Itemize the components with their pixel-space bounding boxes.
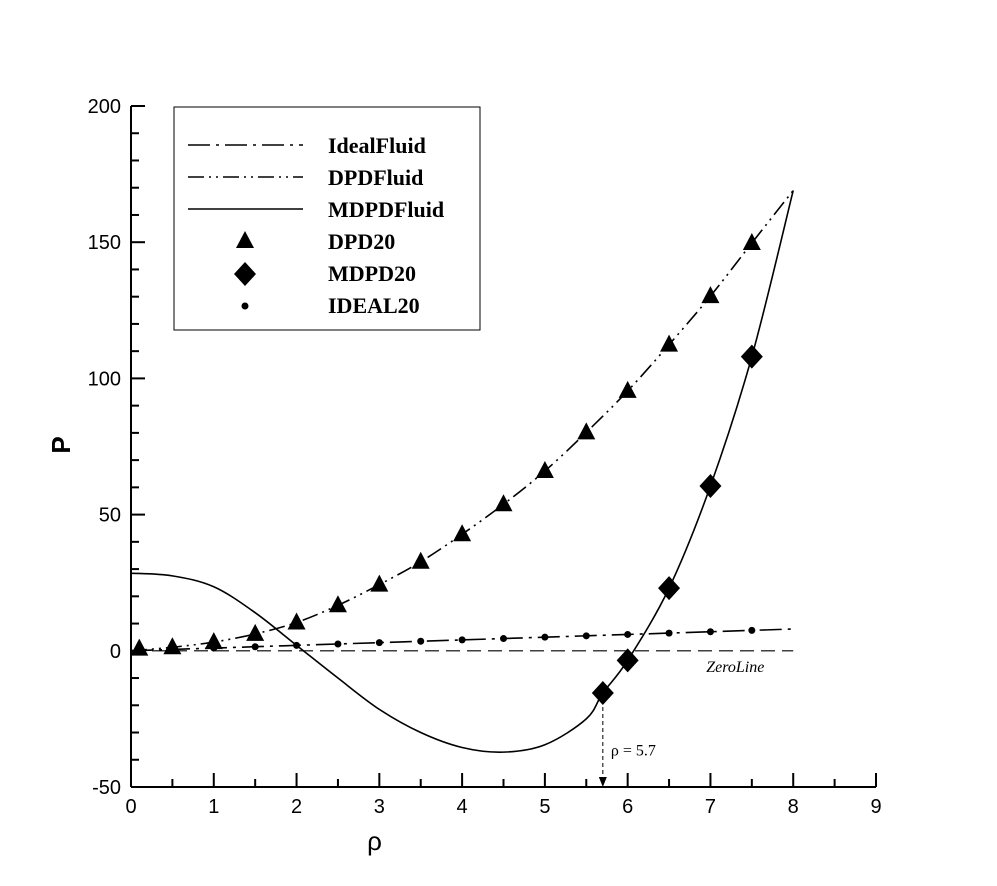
x-tick-label: 4 bbox=[457, 796, 468, 818]
marker-diamond-mdpd20 bbox=[658, 576, 681, 601]
rho-guide-arrow bbox=[598, 777, 607, 787]
x-axis-title: ρ bbox=[367, 826, 382, 856]
marker-triangle-dpd20 bbox=[411, 551, 430, 569]
marker-triangle-dpd20 bbox=[535, 461, 554, 479]
marker-diamond-mdpd20 bbox=[740, 344, 763, 369]
marker-dot-ideal20 bbox=[168, 645, 176, 653]
y-tick-label: 100 bbox=[88, 368, 121, 390]
marker-dot-ideal20 bbox=[748, 626, 756, 634]
marker-dot-ideal20 bbox=[293, 641, 301, 649]
x-tick-label: 1 bbox=[208, 796, 219, 818]
legend-label: IdealFluid bbox=[328, 133, 426, 158]
annotations: ZeroLine ρ = 5.7 bbox=[611, 659, 764, 760]
marker-dot-ideal20 bbox=[665, 629, 673, 637]
x-tick-label: 7 bbox=[705, 796, 716, 818]
marker-dot-ideal20 bbox=[541, 633, 549, 641]
marker-triangle-dpd20 bbox=[163, 637, 182, 655]
marker-dot-ideal20 bbox=[375, 639, 383, 647]
x-tick-label: 9 bbox=[870, 796, 881, 818]
legend-box bbox=[173, 106, 481, 331]
marker-dot-ideal20 bbox=[417, 637, 425, 645]
marker-triangle-dpd20 bbox=[204, 632, 223, 650]
x-tick-label: 0 bbox=[125, 796, 136, 818]
marker-triangle-dpd20 bbox=[287, 612, 306, 630]
marker-dot-ideal20 bbox=[135, 647, 143, 655]
marker-triangle-dpd20 bbox=[701, 286, 720, 304]
marker-triangle-dpd20 bbox=[370, 574, 389, 592]
marker-dot-ideal20 bbox=[500, 635, 507, 643]
rho-guide-label: ρ = 5.7 bbox=[611, 743, 656, 760]
x-tick-label: 8 bbox=[788, 796, 799, 818]
marker-dot-ideal20 bbox=[624, 630, 632, 638]
y-tick-label: -50 bbox=[92, 777, 121, 799]
marker-triangle-dpd20 bbox=[453, 524, 472, 542]
marker-dot-ideal20 bbox=[334, 640, 342, 648]
legend-label: MDPD20 bbox=[328, 261, 416, 286]
x-tick-label: 3 bbox=[374, 796, 385, 818]
marker-dot-ideal20 bbox=[706, 628, 714, 636]
marker-triangle-dpd20 bbox=[494, 494, 513, 512]
y-tick-label: 50 bbox=[99, 505, 121, 527]
marker-triangle-dpd20 bbox=[742, 233, 761, 251]
legend-label: DPDFluid bbox=[328, 165, 423, 190]
zero-line-label: ZeroLine bbox=[706, 659, 764, 676]
marker-triangle-dpd20 bbox=[618, 380, 637, 398]
y-tick-label: 150 bbox=[88, 232, 121, 254]
y-axis-title: P bbox=[46, 436, 76, 453]
legend-swatch-diamond bbox=[234, 262, 256, 286]
y-tick-label: 200 bbox=[88, 96, 121, 118]
marker-diamond-mdpd20 bbox=[699, 473, 722, 498]
marker-dot-ideal20 bbox=[210, 644, 218, 652]
marker-triangle-dpd20 bbox=[660, 334, 679, 352]
series-line-idealfluid bbox=[130, 628, 794, 652]
legend-label: DPD20 bbox=[328, 229, 395, 254]
reference-lines bbox=[131, 650, 794, 787]
x-tick-label: 2 bbox=[291, 796, 302, 818]
marker-triangle-dpd20 bbox=[577, 422, 596, 440]
legend-swatch-dot bbox=[241, 302, 249, 310]
marker-diamond-mdpd20 bbox=[616, 648, 639, 673]
marker-dot-ideal20 bbox=[582, 632, 590, 640]
legend-label: MDPDFluid bbox=[328, 197, 444, 222]
marker-triangle-dpd20 bbox=[246, 623, 265, 641]
marker-triangle-dpd20 bbox=[328, 595, 347, 613]
series-markers bbox=[130, 233, 763, 706]
legend: IdealFluid DPDFluid MDPDFluid DPD20 MDPD20 ID… bbox=[173, 106, 481, 331]
marker-dot-ideal20 bbox=[458, 636, 466, 644]
legend-swatch-triangle bbox=[236, 231, 254, 248]
x-tick-label: 5 bbox=[539, 796, 550, 818]
y-tick-label: 0 bbox=[110, 641, 121, 663]
legend-label: IDEAL20 bbox=[328, 293, 420, 318]
marker-diamond-mdpd20 bbox=[591, 681, 614, 706]
marker-dot-ideal20 bbox=[251, 643, 259, 651]
x-tick-label: 6 bbox=[622, 796, 633, 818]
